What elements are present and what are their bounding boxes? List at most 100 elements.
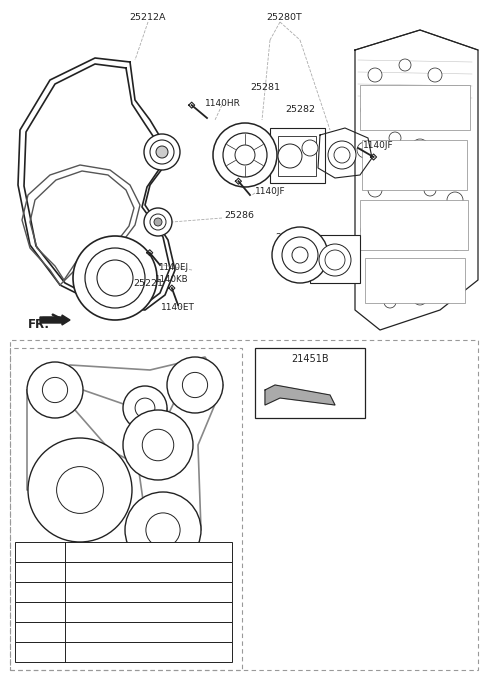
Text: WATER PUMP: WATER PUMP — [70, 548, 127, 557]
Text: TP: TP — [48, 385, 62, 395]
Circle shape — [278, 144, 302, 168]
Circle shape — [144, 134, 180, 170]
Circle shape — [150, 140, 174, 164]
Text: 1140JF: 1140JF — [255, 188, 286, 197]
Bar — [15, 602, 232, 622]
Bar — [15, 642, 232, 662]
Text: TENSIONER PULLEY: TENSIONER PULLEY — [70, 628, 155, 637]
Text: 25100: 25100 — [275, 233, 305, 243]
Circle shape — [328, 141, 356, 169]
Circle shape — [325, 250, 345, 270]
Bar — [278, 136, 316, 176]
Text: 25212A: 25212A — [130, 14, 166, 22]
Circle shape — [144, 208, 172, 236]
Circle shape — [434, 266, 446, 278]
Bar — [15, 562, 232, 582]
Bar — [362, 140, 467, 190]
Text: WP: WP — [18, 548, 35, 557]
Text: CS: CS — [73, 485, 87, 495]
Text: AL: AL — [188, 380, 202, 390]
Text: 21451B: 21451B — [291, 354, 329, 364]
Circle shape — [449, 114, 461, 126]
Circle shape — [150, 214, 166, 230]
Text: 1140ET: 1140ET — [161, 304, 195, 313]
Circle shape — [85, 248, 145, 308]
Circle shape — [142, 429, 174, 461]
Circle shape — [97, 260, 133, 296]
Circle shape — [428, 68, 442, 82]
Text: AC: AC — [156, 525, 170, 535]
Text: CRANK SHAFT: CRANK SHAFT — [70, 588, 131, 597]
Circle shape — [443, 151, 457, 165]
Text: 25282: 25282 — [285, 106, 315, 115]
Text: AL: AL — [18, 647, 31, 656]
Circle shape — [213, 123, 277, 187]
Circle shape — [272, 227, 328, 283]
Circle shape — [399, 59, 411, 71]
Text: CS: CS — [18, 588, 31, 597]
Text: ALTERNATOR: ALTERNATOR — [70, 647, 126, 656]
Text: 25280T: 25280T — [266, 14, 302, 22]
Text: 25124P: 25124P — [275, 252, 309, 260]
Circle shape — [413, 291, 427, 305]
Circle shape — [368, 183, 382, 197]
Circle shape — [357, 142, 373, 158]
Circle shape — [422, 100, 438, 116]
Circle shape — [373, 263, 387, 277]
Text: IP: IP — [140, 403, 150, 413]
Text: 1140JF: 1140JF — [363, 140, 394, 150]
Text: 25286: 25286 — [224, 212, 254, 220]
Text: IDLE PULLEY: IDLE PULLEY — [70, 607, 124, 616]
Text: 1140KB: 1140KB — [155, 275, 188, 285]
Circle shape — [394, 219, 406, 231]
Circle shape — [135, 398, 155, 418]
Text: FR.: FR. — [28, 319, 50, 332]
Text: AIR CON COMPRESSOR: AIR CON COMPRESSOR — [70, 567, 170, 576]
Circle shape — [368, 68, 382, 82]
Circle shape — [223, 133, 267, 177]
Circle shape — [292, 247, 308, 263]
FancyArrow shape — [40, 315, 70, 325]
Circle shape — [57, 466, 103, 513]
Circle shape — [389, 132, 401, 144]
Circle shape — [282, 237, 318, 273]
Circle shape — [125, 492, 201, 568]
Circle shape — [156, 146, 168, 158]
Circle shape — [154, 218, 162, 226]
Text: IP: IP — [18, 607, 28, 616]
Text: 1140EJ: 1140EJ — [158, 262, 188, 271]
Bar — [365, 258, 465, 303]
Text: WP: WP — [149, 440, 167, 450]
Bar — [360, 200, 468, 250]
Circle shape — [393, 91, 407, 105]
Circle shape — [423, 228, 437, 242]
Bar — [310, 235, 360, 283]
Circle shape — [447, 192, 463, 208]
Circle shape — [361, 101, 379, 119]
Bar — [15, 622, 232, 642]
Circle shape — [167, 357, 223, 413]
Circle shape — [302, 140, 318, 156]
Polygon shape — [265, 385, 335, 405]
Text: 25221: 25221 — [133, 279, 163, 287]
Bar — [10, 348, 242, 670]
Circle shape — [146, 513, 180, 547]
Circle shape — [402, 260, 418, 276]
Circle shape — [182, 372, 207, 397]
Circle shape — [123, 410, 193, 480]
Circle shape — [27, 362, 83, 418]
Circle shape — [73, 236, 157, 320]
Text: 1140HR: 1140HR — [205, 98, 241, 108]
Circle shape — [384, 296, 396, 308]
Bar — [270, 128, 325, 183]
Circle shape — [235, 145, 255, 165]
Circle shape — [448, 234, 464, 250]
Bar — [15, 542, 232, 562]
Circle shape — [334, 147, 350, 163]
Circle shape — [42, 378, 68, 403]
Text: AC: AC — [18, 567, 32, 576]
Circle shape — [361, 221, 379, 239]
Text: TP: TP — [18, 628, 31, 637]
Bar — [255, 348, 365, 418]
Text: 25281: 25281 — [250, 83, 280, 92]
